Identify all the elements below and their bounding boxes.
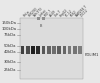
Text: PC-12: PC-12	[64, 9, 73, 18]
FancyBboxPatch shape	[26, 46, 30, 54]
Text: HEK293: HEK293	[28, 6, 39, 18]
FancyBboxPatch shape	[31, 46, 35, 54]
Text: 150kDa: 150kDa	[2, 21, 16, 25]
Text: Cos-7: Cos-7	[54, 9, 63, 18]
FancyBboxPatch shape	[20, 19, 83, 79]
Text: PDLIM1: PDLIM1	[84, 53, 99, 57]
FancyBboxPatch shape	[57, 46, 61, 54]
Text: K562: K562	[70, 9, 78, 18]
FancyBboxPatch shape	[42, 17, 45, 20]
FancyBboxPatch shape	[36, 46, 40, 54]
Text: A549: A549	[49, 9, 57, 18]
Text: C2C12: C2C12	[80, 8, 90, 18]
FancyBboxPatch shape	[68, 46, 71, 54]
FancyBboxPatch shape	[21, 46, 24, 54]
Text: 40kDa: 40kDa	[4, 50, 16, 54]
FancyBboxPatch shape	[47, 46, 51, 54]
Text: 75kDa: 75kDa	[4, 33, 16, 37]
FancyBboxPatch shape	[78, 46, 82, 54]
FancyBboxPatch shape	[42, 46, 45, 54]
Text: 30kDa: 30kDa	[4, 60, 16, 64]
Text: RAW264.7: RAW264.7	[75, 4, 88, 18]
FancyBboxPatch shape	[37, 17, 40, 20]
Text: HeLa: HeLa	[23, 9, 31, 18]
Text: 50kDa: 50kDa	[4, 44, 16, 48]
FancyBboxPatch shape	[63, 46, 66, 54]
Text: Jurkat: Jurkat	[38, 9, 47, 18]
Text: NIH/3T3: NIH/3T3	[33, 6, 44, 18]
Text: MCF-7: MCF-7	[44, 8, 53, 18]
FancyBboxPatch shape	[73, 46, 77, 54]
Text: HepG2: HepG2	[59, 8, 69, 18]
Text: IB: IB	[39, 24, 43, 28]
Text: 25kDa: 25kDa	[4, 68, 16, 72]
FancyBboxPatch shape	[52, 46, 56, 54]
Text: 100kDa: 100kDa	[1, 27, 16, 31]
